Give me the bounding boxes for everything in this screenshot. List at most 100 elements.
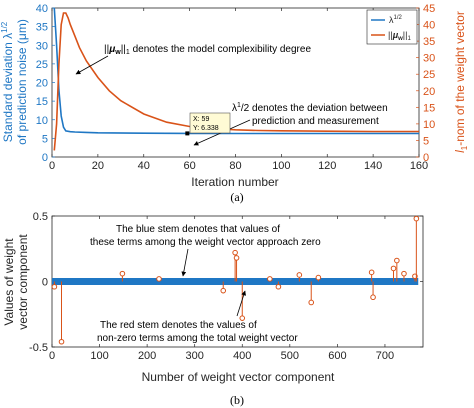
panel-a-ylabel-right-l: l xyxy=(453,150,467,153)
panel-a-legend-norm-bars2: || xyxy=(403,30,408,40)
red-stem-marker xyxy=(315,274,322,281)
red-stem-marker xyxy=(267,276,273,282)
x-tick-label: 600 xyxy=(328,350,346,362)
panel-a-legend-lambda-sup: 1/2 xyxy=(394,15,403,21)
x-tick-label: 140 xyxy=(364,160,382,172)
panel-a-ylabel-right-sub: 1 xyxy=(460,145,469,150)
y-left-tick-label: 15 xyxy=(36,96,48,108)
red-stem-marker xyxy=(368,269,375,276)
panel-b-arrow-red xyxy=(236,290,246,317)
panel-a-ylabel-left-sup: 1/2 xyxy=(0,21,9,33)
panel-b-annotation-blue: The blue stem denotes that values of xyxy=(116,224,280,235)
y-left-tick-label: 25 xyxy=(36,59,48,71)
x-tick-label: 120 xyxy=(318,160,336,172)
panel-a-ann2-line1: /2 denotes the deviation between xyxy=(241,103,388,114)
red-stem-marker xyxy=(51,283,58,290)
y-right-tick-label: 20 xyxy=(423,86,435,98)
red-stem-marker xyxy=(390,265,397,272)
y-right-tick-label: 25 xyxy=(423,69,435,81)
x-tick-label: 100 xyxy=(272,160,290,172)
x-tick-label: 700 xyxy=(376,350,394,362)
y-tick-label: 0 xyxy=(42,277,48,289)
x-tick-label: 160 xyxy=(410,160,428,172)
panel-a-caption: (a) xyxy=(230,190,243,204)
y-left-tick-label: 30 xyxy=(36,40,48,52)
panel-a-ylabel-left-line2: of prediction noise (μm) xyxy=(15,19,29,145)
panel-a-ann1-bars2: || xyxy=(121,44,126,55)
panel-a-datatip: X: 59 Y: 6.338 xyxy=(185,112,231,136)
panel-a-ann1-text: denotes the model complexibility degree xyxy=(130,44,312,55)
panel-a-arrow-complexity xyxy=(75,55,109,75)
red-stem-marker xyxy=(239,315,246,321)
y-left-tick-label: 35 xyxy=(36,22,48,34)
y-right-tick-label: 35 xyxy=(423,36,435,48)
x-tick-label: 100 xyxy=(90,350,108,362)
panel-b: 0 100 200 300 400 500 600 700 -0.500.5 Values o… xyxy=(2,211,424,407)
red-stem-marker xyxy=(370,294,376,301)
panel-a-datatip-marker xyxy=(185,131,190,136)
series-line-norm xyxy=(53,12,419,151)
x-tick-label: 20 xyxy=(92,160,104,172)
x-tick-label: 500 xyxy=(281,350,299,362)
red-stem-marker xyxy=(232,249,238,256)
panel-b-x-ticks: 0 100 200 300 400 500 600 700 xyxy=(49,216,394,362)
x-tick-label: 400 xyxy=(233,350,251,362)
y-left-tick-label: 20 xyxy=(36,78,48,90)
panel-b-arrow-blue xyxy=(181,248,189,277)
panel-a-ann1-w: w xyxy=(114,49,121,56)
panel-a-legend-box xyxy=(366,9,418,45)
red-stem-marker xyxy=(296,272,303,278)
y-tick-label: -0.5 xyxy=(29,342,48,354)
panel-a-ann1-bars: || xyxy=(104,44,109,55)
y-left-tick-label: 5 xyxy=(42,133,48,145)
panel-b-ylabel: Values of weight xyxy=(2,238,16,326)
y-right-tick-label: 10 xyxy=(423,119,435,131)
panel-a-legend-norm-w: w xyxy=(397,36,403,42)
panel-a-ann1-sub: 1 xyxy=(126,49,130,56)
red-stem-marker xyxy=(119,270,126,277)
panel-a-ylabel-left-text: Standard deviation λ xyxy=(1,33,15,142)
panel-a-legend-label-norm: ||μw||1 xyxy=(388,30,411,42)
x-tick-label: 0 xyxy=(49,160,55,172)
panel-a-ann2-lambda: λ xyxy=(232,103,237,114)
panel-a-datatip-x: X: 59 xyxy=(193,116,209,123)
panel-a-legend-label-lambda: λ1/2 xyxy=(389,15,403,25)
y-right-tick-label: 5 xyxy=(423,135,429,147)
panel-a-y-ticks-right: 0 5 10 15 20 25 30 35 40 45 xyxy=(416,3,435,164)
panel-a-xlabel: Iteration number xyxy=(191,175,278,189)
x-tick-label: 300 xyxy=(186,350,204,362)
red-stem-marker xyxy=(308,299,315,306)
panel-b-xlabel: Number of weight vector component xyxy=(142,370,335,384)
panel-a-legend-norm-bars: || xyxy=(388,30,393,40)
panel-a-datatip-y: Y: 6.338 xyxy=(193,125,219,132)
x-tick-label: 200 xyxy=(138,350,156,362)
red-stem-marker xyxy=(156,276,162,282)
x-tick-label: 0 xyxy=(49,350,55,362)
panel-a-legend-norm-sub: 1 xyxy=(407,36,411,42)
red-stem-marker xyxy=(233,255,240,261)
y-left-tick-label: 40 xyxy=(36,3,48,15)
panel-b-ylabel-line2: vector component xyxy=(16,234,30,330)
panel-a-plot-area xyxy=(51,7,420,158)
y-tick-label: 0.5 xyxy=(33,211,48,223)
red-stem-marker xyxy=(401,270,407,277)
x-tick-label: 80 xyxy=(229,160,241,172)
red-stem-marker xyxy=(394,257,400,264)
red-stem-marker xyxy=(413,215,420,222)
panel-a-legend: λ1/2 ||μw||1 xyxy=(366,9,418,45)
red-stem-marker xyxy=(220,287,227,294)
panel-a-ylabel-right-text: -nom of the weight vector xyxy=(453,11,467,146)
panel-a-ylabel-left: Standard deviation λ1/2 xyxy=(0,21,15,142)
series-line-lambda xyxy=(53,7,419,135)
y-right-tick-label: 0 xyxy=(423,152,429,164)
x-tick-label: 40 xyxy=(138,160,150,172)
panel-b-caption: (b) xyxy=(230,393,244,407)
panel-a-ann2-sup: 1 xyxy=(237,102,241,109)
panel-a-legend-lambda-text: λ xyxy=(389,15,394,25)
panel-a-legend-norm-mu: μ xyxy=(392,30,399,40)
panel-a-series xyxy=(53,7,419,151)
red-stem-marker xyxy=(58,338,65,345)
panel-a-annotation-deviation-line2: prediction and measurement xyxy=(252,116,379,127)
